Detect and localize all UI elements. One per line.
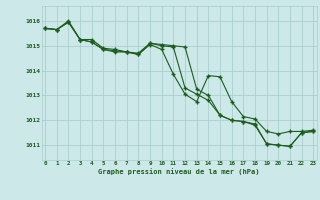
X-axis label: Graphe pression niveau de la mer (hPa): Graphe pression niveau de la mer (hPa) <box>99 168 260 175</box>
